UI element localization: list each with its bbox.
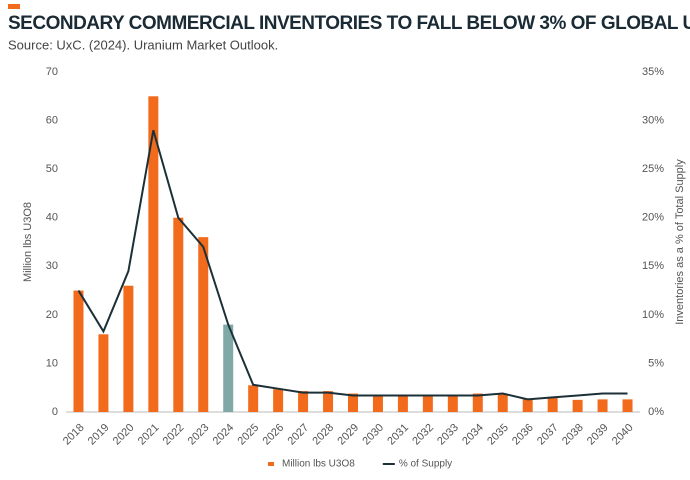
x-tick-label: 2027: [285, 422, 311, 448]
bar: [73, 290, 84, 412]
bar: [572, 399, 583, 412]
legend-label: Million lbs U3O8: [282, 459, 355, 470]
y2-tick-label: 35%: [642, 66, 664, 78]
x-tick-label: 2035: [485, 422, 511, 448]
x-tick-label: 2023: [186, 422, 212, 448]
bar: [123, 285, 134, 412]
x-tick-label: 2024: [211, 422, 237, 448]
x-tick-label: 2025: [236, 422, 262, 448]
y-tick-label: 0: [52, 406, 58, 418]
y2-axis-label: Inventories as a % of Total Supply: [674, 159, 686, 325]
bar: [422, 395, 433, 412]
bar: [148, 96, 159, 413]
accent: [8, 4, 20, 9]
bar: [173, 217, 184, 412]
x-tick-label: 2033: [435, 422, 461, 448]
line: [77, 130, 628, 401]
bar: [597, 399, 608, 412]
x-tick-label: 2034: [460, 422, 486, 448]
y-tick-label: 70: [46, 66, 58, 78]
bar: [622, 399, 633, 412]
y-tick-label: 30: [46, 260, 58, 272]
y2-tick-label: 20%: [642, 212, 664, 224]
x-tick-label: 2032: [410, 422, 436, 448]
x-tick-label: 2020: [111, 422, 137, 448]
y2-tick-label: 5%: [648, 357, 664, 369]
chart-title: SECONDARY COMMERCIAL INVENTORIES TO FALL…: [8, 13, 690, 34]
x-tick-label: 2029: [335, 422, 361, 448]
bar: [497, 393, 508, 412]
y-tick-label: 40: [46, 212, 58, 224]
chart-subtitle: Source: UxC. (2024). Uranium Market Outl…: [8, 37, 278, 52]
legend-swatch: [268, 462, 274, 466]
y-tick-label: 10: [46, 357, 58, 369]
x-tick-label: 2028: [310, 422, 336, 448]
y-tick-label: 60: [46, 114, 58, 126]
y-tick-label: 50: [46, 163, 58, 175]
x-tick-label: 2019: [86, 422, 112, 448]
x-tick-label: 2026: [261, 422, 287, 448]
bar: [522, 398, 533, 412]
y2-tick-label: 25%: [642, 163, 664, 175]
x-tick-label: 2018: [61, 422, 87, 448]
y2-tick-label: 0%: [648, 406, 664, 418]
x-tick-label: 2037: [535, 422, 561, 448]
x-tick-label: 2038: [560, 422, 586, 448]
bar: [298, 391, 309, 412]
x-tick-label: 2022: [161, 422, 187, 448]
y2-tick-label: 10%: [642, 309, 664, 321]
bar: [223, 324, 234, 412]
legend-label: % of Supply: [399, 459, 452, 470]
x-tick-label: 2030: [360, 422, 386, 448]
bar: [372, 395, 383, 412]
bar: [447, 395, 458, 412]
x-tick-label: 2039: [585, 422, 611, 448]
y2-tick-label: 15%: [642, 260, 664, 272]
bar: [248, 385, 259, 412]
x-tick-label: 2031: [385, 422, 411, 448]
bar: [472, 393, 483, 412]
bar: [198, 237, 209, 412]
y2-tick-label: 30%: [642, 114, 664, 126]
x-tick-label: 2021: [136, 422, 162, 448]
bar: [348, 393, 358, 412]
bar: [273, 389, 284, 412]
y-axis-label: Million lbs U3O8: [22, 202, 34, 282]
y-tick-label: 20: [46, 309, 58, 321]
bar: [397, 395, 408, 412]
x-tick-label: 2036: [510, 422, 536, 448]
x-tick-label: 2040: [610, 422, 636, 448]
bar: [547, 396, 558, 412]
bar: [98, 334, 109, 412]
bar: [323, 391, 334, 412]
